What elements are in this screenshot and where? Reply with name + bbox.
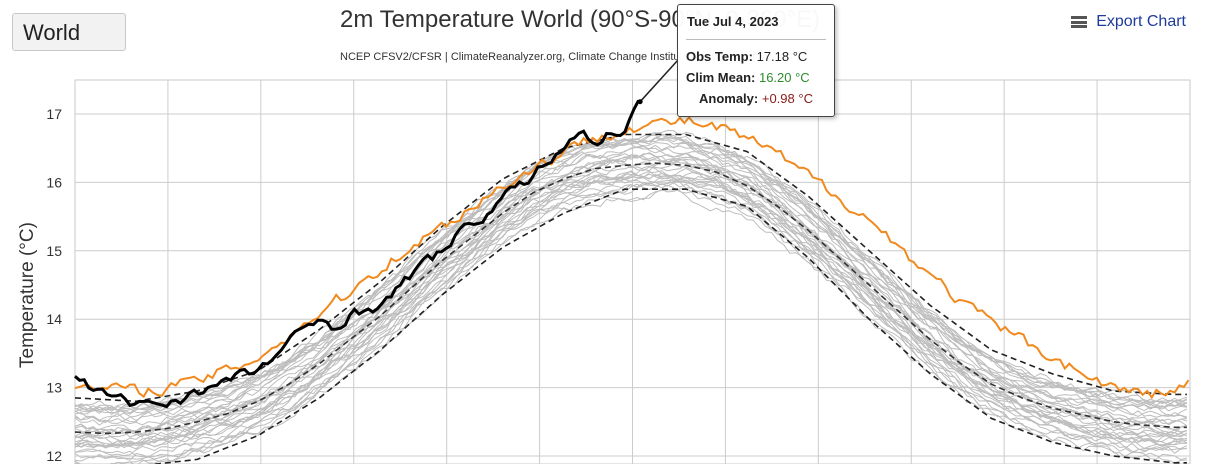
chart-subtitle: NCEP CFSV2/CFSR | ClimateReanalyzer.org,… <box>340 51 789 63</box>
tooltip-row-clim: Clim Mean: 16.20 °C <box>686 70 810 85</box>
export-chart-label: Export Chart <box>1096 13 1186 30</box>
menu-icon <box>1071 16 1088 28</box>
export-chart-button[interactable]: Export Chart <box>1071 13 1186 31</box>
tooltip: Tue Jul 4, 2023 Obs Temp: 17.18 °C Clim … <box>677 4 835 117</box>
past-year-line <box>74 176 1187 450</box>
y-tick-label: 16 <box>46 174 62 190</box>
past-year-line <box>74 189 1187 464</box>
previous-year-line <box>74 115 1190 400</box>
past-year-line <box>74 137 1188 414</box>
past-year-line <box>74 174 1187 447</box>
y-tick-labels: 12 13 14 15 16 17 <box>46 106 62 464</box>
past-year-line <box>74 134 1188 414</box>
y-tick-label: 15 <box>46 243 62 259</box>
past-year-line <box>74 137 1188 415</box>
climatology-mean-line <box>74 162 1187 435</box>
past-year-line <box>74 170 1188 447</box>
tooltip-clim-value: 16.20 °C <box>758 70 810 85</box>
past-year-line <box>74 152 1188 426</box>
past-year-line <box>74 159 1188 436</box>
tooltip-obs-value: 17.18 °C <box>756 49 808 64</box>
tooltip-row-obs: Obs Temp: 17.18 °C <box>686 49 807 64</box>
tooltip-anomaly-label: Anomaly: <box>699 91 759 106</box>
past-year-line <box>74 173 1188 449</box>
region-select[interactable]: World <box>12 13 126 51</box>
past-year-line <box>74 182 1188 461</box>
past-year-line <box>74 165 1188 447</box>
tooltip-clim-label: Clim Mean: <box>686 70 756 85</box>
past-year-line <box>74 170 1188 449</box>
y-tick-label: 17 <box>46 106 62 122</box>
tooltip-obs-label: Obs Temp: <box>686 49 753 64</box>
y-tick-label: 14 <box>46 311 62 327</box>
tooltip-anomaly-value: +0.98 °C <box>761 91 813 106</box>
past-year-line <box>74 152 1187 434</box>
past-year-line <box>74 146 1188 424</box>
past-year-line <box>74 163 1188 442</box>
tooltip-divider <box>686 39 826 40</box>
lower-band-line <box>149 188 1187 464</box>
past-year-line <box>74 173 1188 449</box>
series-lines <box>74 99 1190 464</box>
tooltip-connector-line <box>639 59 679 103</box>
tooltip-row-anomaly: Anomaly: +0.98 °C <box>699 91 813 106</box>
past-year-line <box>74 154 1188 437</box>
observed-line <box>74 99 640 409</box>
tooltip-connector <box>637 59 679 105</box>
past-year-line <box>74 182 1188 458</box>
y-tick-label: 12 <box>46 448 62 464</box>
past-year-line <box>74 144 1187 422</box>
year-lines <box>74 129 1188 464</box>
y-tick-label: 13 <box>46 380 62 396</box>
tooltip-marker <box>637 99 643 105</box>
tooltip-date: Tue Jul 4, 2023 <box>687 14 779 29</box>
past-year-line <box>74 181 1187 462</box>
